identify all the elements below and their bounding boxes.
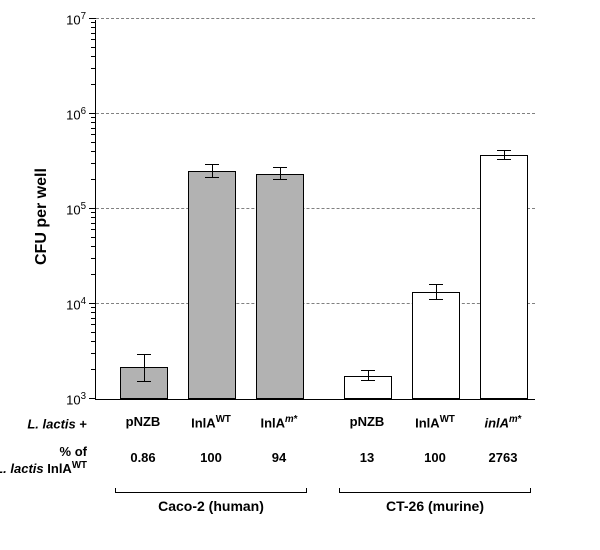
y-minor-tick [91, 122, 96, 123]
plot-area: 103104105106107 [95, 20, 535, 400]
y-minor-tick [91, 353, 96, 354]
error-cap-top [205, 164, 219, 165]
y-axis-title: CFU per well [33, 168, 51, 265]
error-cap-top [361, 370, 375, 371]
y-minor-tick [91, 312, 96, 313]
y-minor-tick [91, 246, 96, 247]
y-tick-label: 106 [66, 106, 96, 122]
error-cap-top [497, 150, 511, 151]
x-percent-caco2-InlAm: 94 [272, 450, 286, 465]
row-lead-lactis: L. lactis + [27, 418, 95, 433]
bar-ct26-InlAWT [412, 292, 460, 399]
y-minor-tick [91, 134, 96, 135]
y-minor-tick [91, 27, 96, 28]
x-percent-ct26-InlAWT: 100 [424, 450, 446, 465]
x-label-caco2-InlAm: InlAm* [260, 414, 297, 430]
error-cap-top [137, 354, 151, 355]
x-percent-caco2-pNZB: 0.86 [130, 450, 155, 465]
group-bracket-0 [115, 488, 307, 493]
y-tick-label: 104 [66, 296, 96, 312]
error-cap-bottom [429, 299, 443, 300]
error-bar [144, 355, 145, 382]
y-minor-tick [91, 179, 96, 180]
group-label-1: CT-26 (murine) [386, 498, 484, 514]
y-minor-tick [91, 33, 96, 34]
error-cap-top [273, 167, 287, 168]
x-label-ct26-InlAWT: InlAWT [415, 414, 455, 430]
error-bar [436, 285, 437, 300]
x-label-caco2-pNZB: pNZB [126, 414, 161, 429]
group-bracket-1 [339, 488, 531, 493]
x-percent-caco2-InlAWT: 100 [200, 450, 222, 465]
x-percent-ct26-inlAm: 2763 [489, 450, 518, 465]
y-minor-tick [91, 217, 96, 218]
y-minor-tick [91, 318, 96, 319]
y-minor-tick [91, 332, 96, 333]
gridline [96, 303, 535, 304]
x-row-percent: % ofL. lactis InlAWT0.8610094131002763 [95, 450, 535, 472]
y-minor-tick [91, 39, 96, 40]
error-cap-bottom [361, 380, 375, 381]
y-tick-label: 107 [66, 11, 96, 27]
y-minor-tick [91, 341, 96, 342]
y-minor-tick [91, 258, 96, 259]
y-tick-label: 103 [66, 391, 96, 407]
bar-ct26-inlAm [480, 155, 528, 399]
y-minor-tick [91, 151, 96, 152]
error-cap-bottom [273, 179, 287, 180]
y-minor-tick [91, 142, 96, 143]
y-minor-tick [91, 369, 96, 370]
y-minor-tick [91, 84, 96, 85]
gridline [96, 18, 535, 19]
y-minor-tick [91, 229, 96, 230]
gridline [96, 113, 535, 114]
y-minor-tick [91, 274, 96, 275]
error-cap-bottom [205, 177, 219, 178]
y-minor-tick [91, 56, 96, 57]
row-lead-percent: % ofL. lactis InlAWT [0, 445, 95, 477]
bar-caco2-InlAWT [188, 171, 236, 399]
x-percent-ct26-pNZB: 13 [360, 450, 374, 465]
y-minor-tick [91, 324, 96, 325]
x-label-ct26-pNZB: pNZB [350, 414, 385, 429]
y-minor-tick [91, 47, 96, 48]
error-cap-top [429, 284, 443, 285]
x-label-caco2-InlAWT: InlAWT [191, 414, 231, 430]
y-minor-tick [91, 68, 96, 69]
figure: 103104105106107 CFU per well L. lactis +… [0, 0, 600, 550]
group-label-0: Caco-2 (human) [158, 498, 264, 514]
error-cap-bottom [497, 159, 511, 160]
y-minor-tick [91, 237, 96, 238]
y-minor-tick [91, 223, 96, 224]
bar-caco2-InlAm [256, 174, 304, 399]
y-tick-label: 105 [66, 201, 96, 217]
y-minor-tick [91, 163, 96, 164]
error-bar [212, 165, 213, 178]
x-row-constructs: L. lactis +pNZBInlAWTInlAm*pNZBInlAWTinl… [95, 414, 535, 436]
y-minor-tick [91, 128, 96, 129]
gridline [96, 208, 535, 209]
x-label-ct26-inlAm: inlAm* [484, 414, 521, 430]
error-cap-bottom [137, 381, 151, 382]
